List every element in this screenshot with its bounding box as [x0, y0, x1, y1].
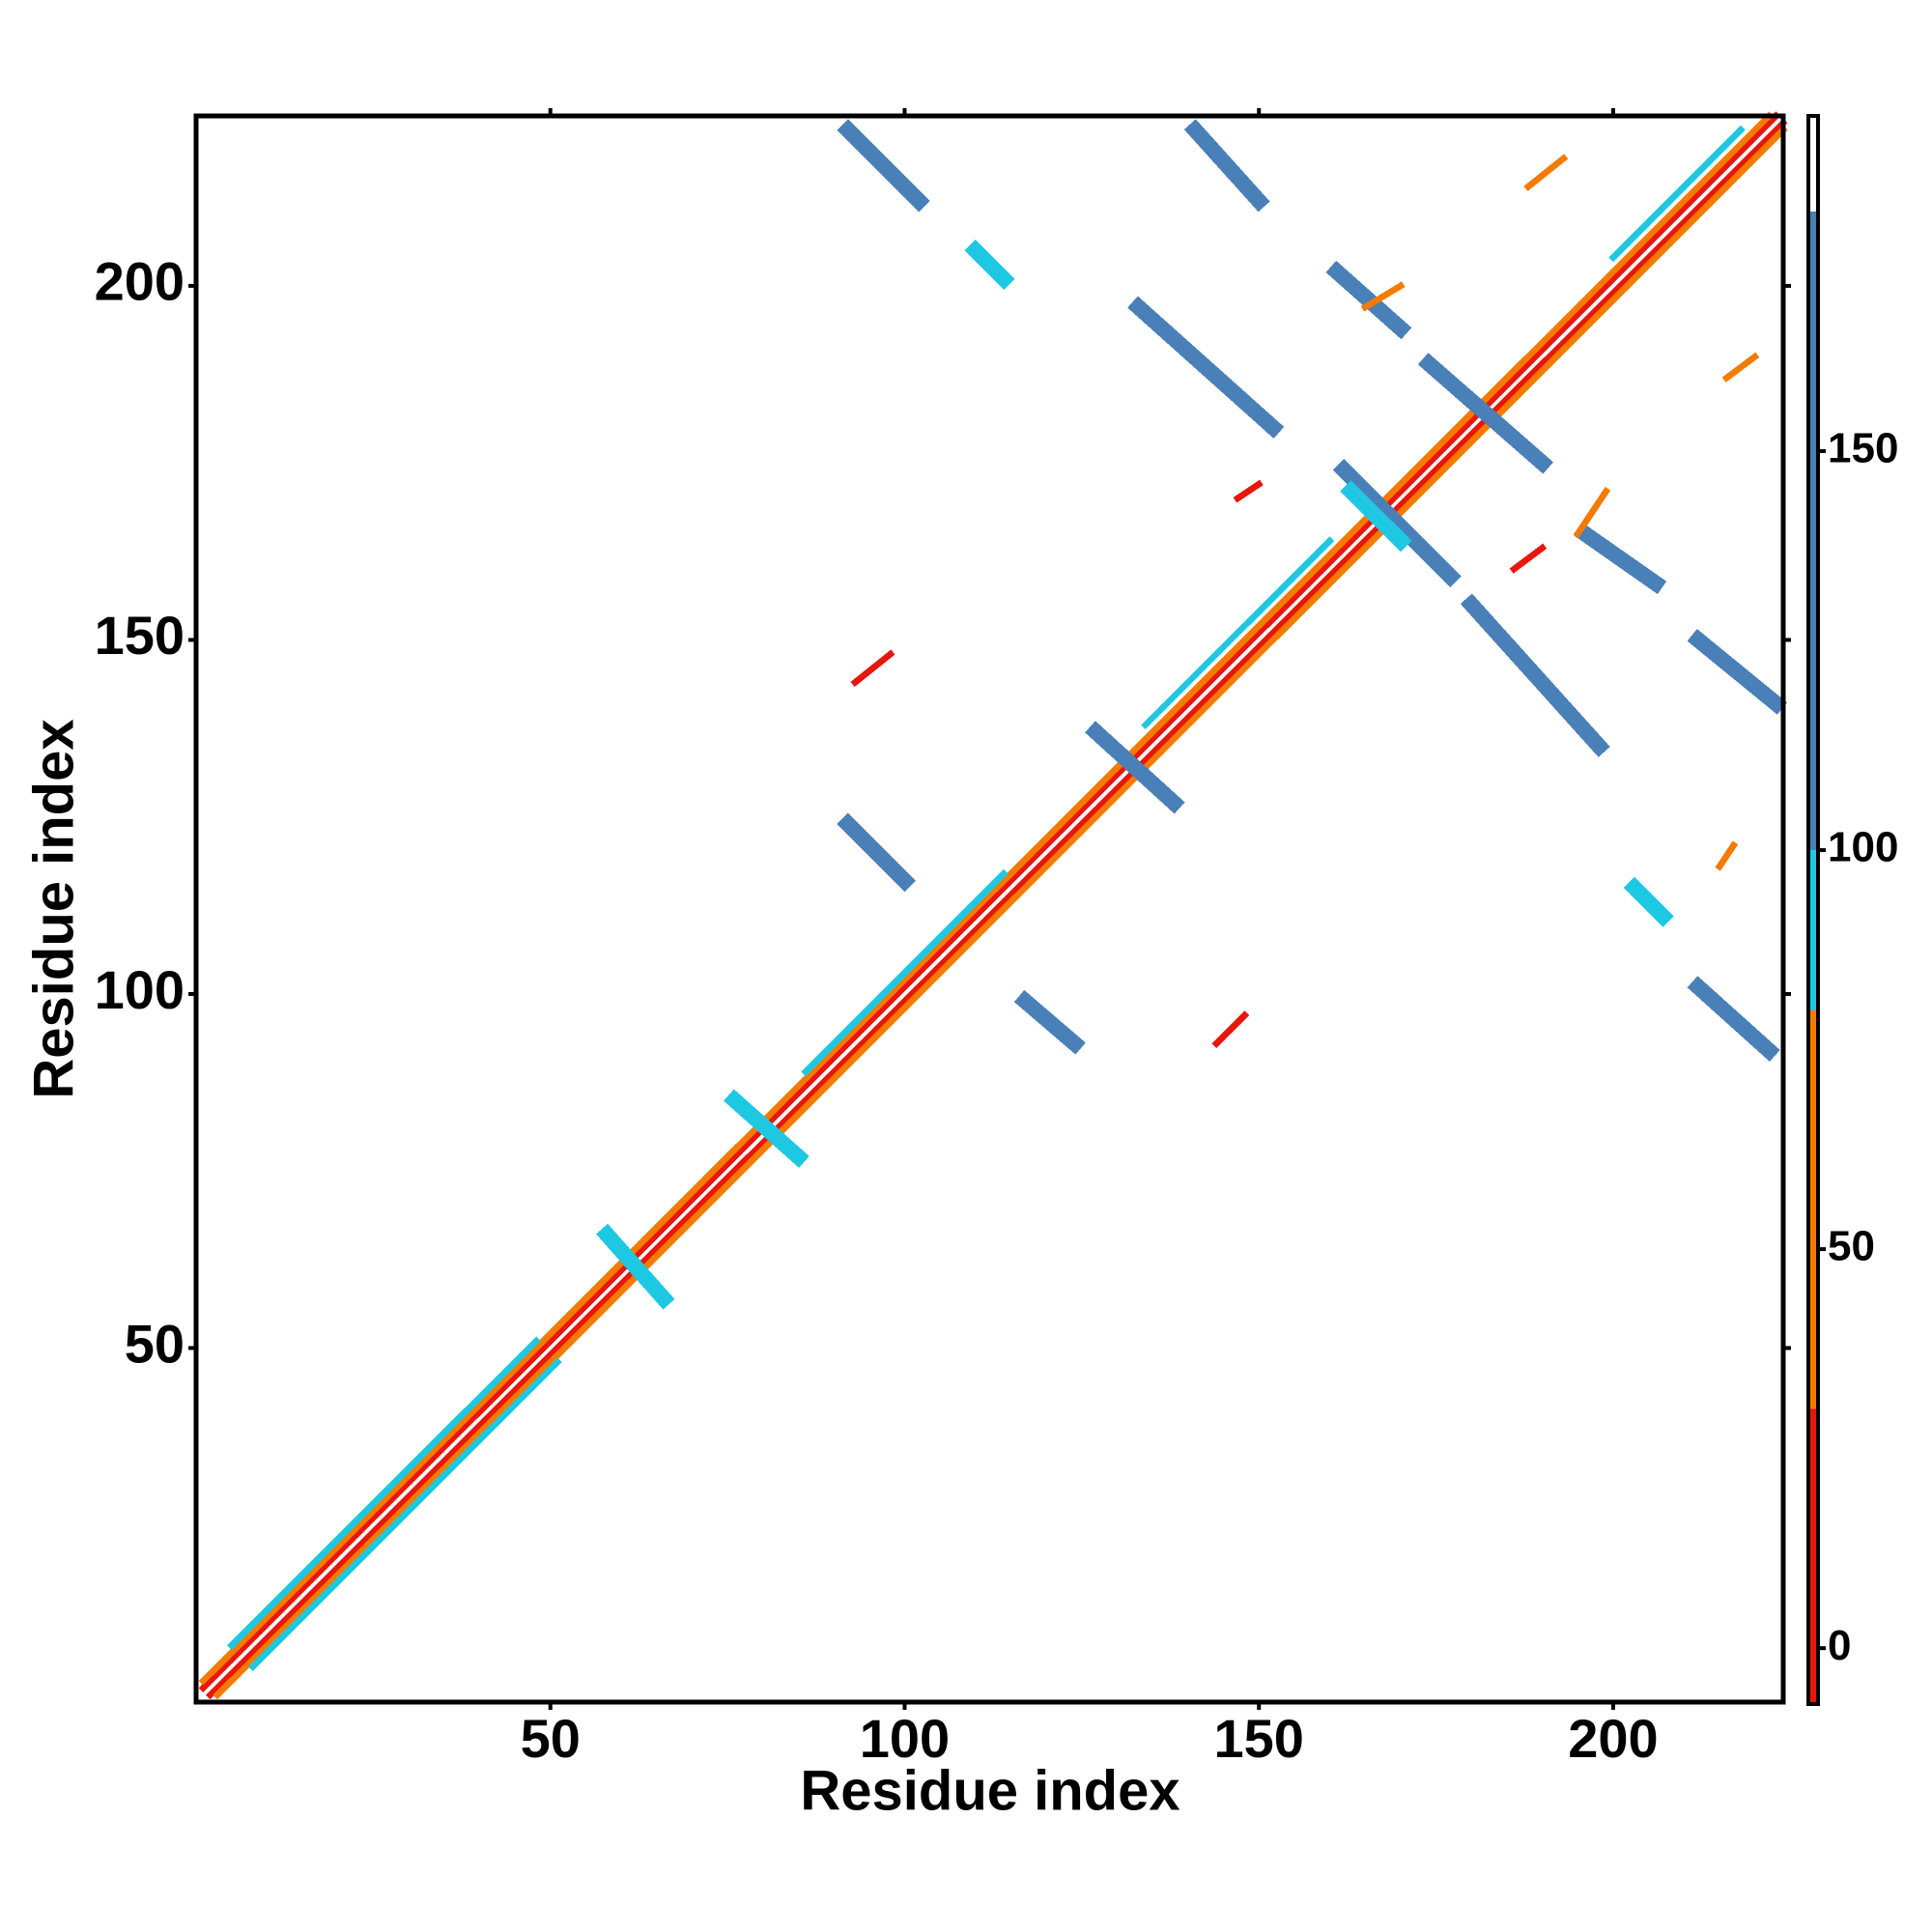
- contact-band: [198, 111, 1781, 1693]
- contact-band: [837, 812, 916, 893]
- x-axis-title: Residue index: [800, 1759, 1179, 1822]
- plot-frame: [193, 113, 1786, 1705]
- contact-band: [1608, 125, 1746, 263]
- y-axis-title: Residue index: [22, 719, 85, 1098]
- contact-band: [801, 868, 1009, 1077]
- contact-band: [198, 111, 1774, 1686]
- contact-band: [1573, 486, 1611, 539]
- contact-band: [1721, 352, 1760, 383]
- colorbar-frame: [1806, 114, 1820, 1706]
- contact-band: [1509, 543, 1548, 574]
- contact-band: [1332, 459, 1462, 587]
- contact-band: [248, 1357, 562, 1672]
- x-tick-label: 200: [1568, 1708, 1658, 1769]
- contact-band: [964, 239, 1015, 291]
- contact-band: [1013, 989, 1086, 1055]
- y-tick-label: 200: [95, 251, 185, 312]
- colorbar-segment: [1808, 1408, 1818, 1704]
- y-tick-label: 100: [95, 959, 185, 1020]
- colorbar-segment: [1808, 116, 1818, 213]
- contact-band: [1687, 629, 1788, 715]
- y-tick-label: 50: [125, 1313, 185, 1374]
- contact-band: [1687, 976, 1780, 1063]
- colorbar-segment: [1808, 212, 1818, 851]
- contact-band: [1233, 479, 1264, 503]
- contact-band: [1085, 721, 1185, 814]
- contact-band: [213, 125, 1788, 1700]
- colorbar-tick-label: 50: [1828, 1223, 1875, 1270]
- contact-band: [1340, 480, 1412, 553]
- contact-band: [1574, 523, 1667, 595]
- contact-band: [1623, 876, 1674, 927]
- contact-band: [1127, 296, 1285, 439]
- x-tick-label: 100: [860, 1708, 950, 1769]
- contact-band: [837, 119, 930, 213]
- colorbar-tick-label: 100: [1828, 824, 1898, 871]
- contact-band: [850, 649, 895, 688]
- contact-band: [227, 1336, 541, 1651]
- contact-band: [1141, 536, 1335, 730]
- heatmap-cells: [198, 111, 1788, 1700]
- contact-band: [1523, 154, 1569, 191]
- contact-band: [1715, 840, 1739, 871]
- contact-band: [1360, 281, 1406, 312]
- x-tick-label: 150: [1214, 1708, 1304, 1769]
- contact-band: [724, 1089, 810, 1168]
- colorbar-segment: [1808, 1009, 1818, 1409]
- contact-band: [1211, 1010, 1250, 1048]
- contact-band: [1183, 119, 1270, 213]
- x-tick-label: 50: [521, 1708, 581, 1769]
- colorbar-tick-label: 0: [1828, 1622, 1851, 1669]
- contact-band: [206, 118, 1788, 1700]
- colorbar-segment: [1808, 850, 1818, 1010]
- contact-band: [1417, 353, 1554, 474]
- contact-band: [596, 1223, 675, 1310]
- contact-band: [1460, 593, 1610, 757]
- y-tick-label: 150: [95, 605, 185, 666]
- colorbar-tick-label: 150: [1828, 425, 1898, 472]
- contact-band: [1325, 260, 1412, 340]
